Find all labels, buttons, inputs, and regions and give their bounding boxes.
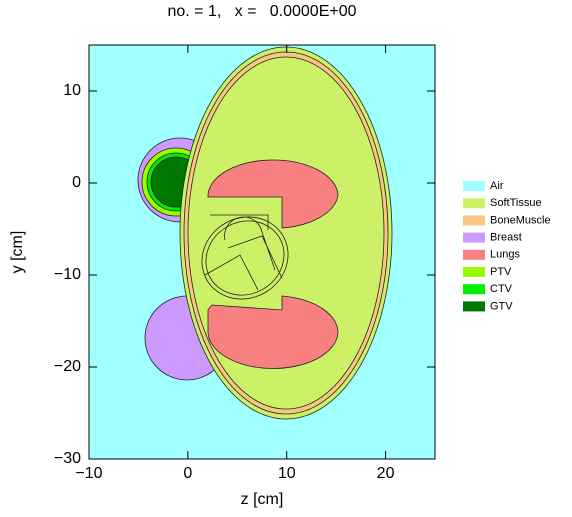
legend-label: BoneMuscle xyxy=(490,214,551,226)
legend-label: Lungs xyxy=(490,249,520,261)
x-tick-label: 20 xyxy=(377,465,395,482)
legend-swatch xyxy=(463,284,485,294)
x-tick-label: 0 xyxy=(183,465,192,482)
legend-swatch xyxy=(463,215,485,225)
legend-label: PTV xyxy=(490,266,512,278)
y-axis-label: y [cm] xyxy=(9,231,26,274)
chart-title: no. = 1, x = 0.0000E+00 xyxy=(167,3,356,20)
legend-label: Air xyxy=(490,180,504,192)
legend-swatch xyxy=(463,267,485,277)
x-tick-label: 10 xyxy=(278,465,296,482)
y-tick-label: 10 xyxy=(63,82,81,99)
x-axis-label: z [cm] xyxy=(241,491,284,508)
legend-swatch xyxy=(463,301,485,311)
y-tick-label: −20 xyxy=(54,358,81,375)
legend-label: GTV xyxy=(490,300,513,312)
legend-swatch xyxy=(463,250,485,260)
y-tick-label: −30 xyxy=(54,450,81,467)
y-tick-label: 0 xyxy=(72,174,81,191)
legend-swatch xyxy=(463,181,485,191)
x-tick-label: −10 xyxy=(75,465,102,482)
y-tick-label: −10 xyxy=(54,266,81,283)
legend-swatch xyxy=(463,198,485,208)
legend-swatch xyxy=(463,233,485,243)
chart: no. = 1, x = 0.0000E+00 z [cm] y [cm] −1… xyxy=(0,0,572,517)
legend-label: CTV xyxy=(490,283,513,295)
legend-label: SoftTissue xyxy=(490,197,542,209)
legend-label: Breast xyxy=(490,232,522,244)
